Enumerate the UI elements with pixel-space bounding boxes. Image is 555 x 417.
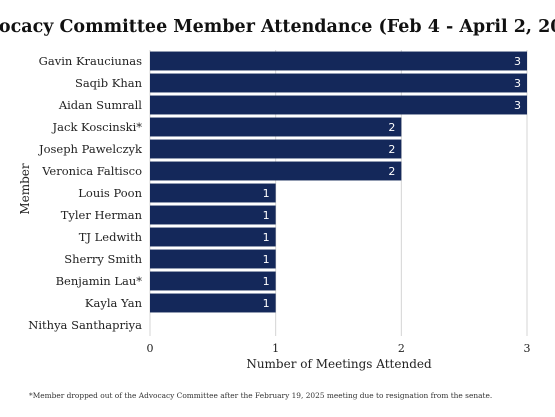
footnote: *Member dropped out of the Advocacy Comm… <box>29 391 492 400</box>
category-label: Louis Poon <box>78 186 142 200</box>
bar-value-label: 2 <box>388 143 395 156</box>
bar-value-label: 1 <box>263 209 270 222</box>
bar-value-label: 1 <box>263 187 270 200</box>
x-tick-labels: 0 1 2 3 <box>147 342 531 355</box>
bar-value-label: 3 <box>514 77 521 90</box>
bar-value-label: 3 <box>514 99 521 112</box>
bar <box>150 117 402 137</box>
bar <box>150 161 402 181</box>
x-tick-label: 1 <box>272 342 279 355</box>
bars: 3 3 3 2 2 2 1 1 1 1 1 1 <box>150 51 527 313</box>
bar <box>150 227 276 247</box>
bar <box>150 139 402 159</box>
x-axis-title: Number of Meetings Attended <box>246 357 432 371</box>
chart-title: Advocacy Committee Member Attendance (Fe… <box>0 17 555 37</box>
bar-value-label: 3 <box>514 55 521 68</box>
category-label: Kayla Yan <box>85 296 143 310</box>
bar <box>150 271 276 291</box>
bar-value-label: 2 <box>388 121 395 134</box>
y-axis-title: Member <box>18 163 32 215</box>
bar-value-label: 1 <box>263 253 270 266</box>
category-label: Joseph Pawelczyk <box>38 142 143 156</box>
bar <box>150 183 276 203</box>
x-tick-label: 3 <box>524 342 531 355</box>
category-label: Nithya Santhapriya <box>28 318 142 332</box>
category-label: Jack Koscinski* <box>52 120 143 134</box>
category-label: Benjamin Lau* <box>56 274 143 288</box>
x-tick-label: 2 <box>398 342 405 355</box>
bar-value-label: 1 <box>263 297 270 310</box>
bar <box>150 73 527 93</box>
category-label: Tyler Herman <box>61 208 143 222</box>
bar <box>150 249 276 269</box>
bar-value-label: 1 <box>263 231 270 244</box>
bar-value-label: 1 <box>263 275 270 288</box>
bar-value-label: 2 <box>388 165 395 178</box>
category-labels: Gavin Krauciunas Saqib Khan Aidan Sumrall J… <box>28 54 143 332</box>
category-label: Sherry Smith <box>64 252 142 266</box>
category-label: Veronica Faltisco <box>41 164 142 178</box>
category-label: Aidan Sumrall <box>58 98 142 112</box>
category-label: Saqib Khan <box>75 76 143 90</box>
x-tick-label: 0 <box>147 342 154 355</box>
category-label: Gavin Krauciunas <box>39 54 142 68</box>
category-label: TJ Ledwith <box>79 230 143 244</box>
bar <box>150 51 527 71</box>
bar <box>150 205 276 225</box>
bar <box>150 293 276 313</box>
bar <box>150 95 527 115</box>
